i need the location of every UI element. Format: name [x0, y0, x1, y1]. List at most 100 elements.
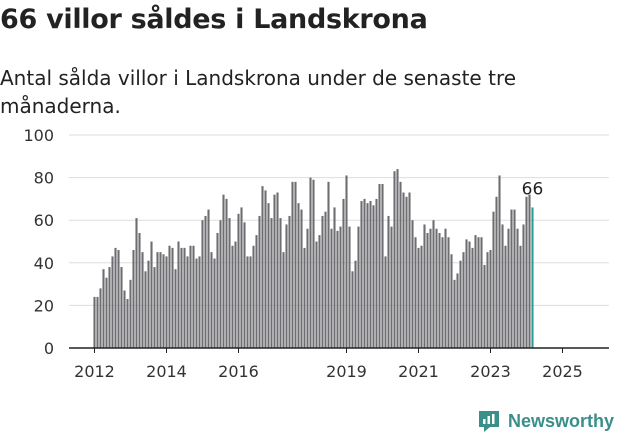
- bar: [291, 181, 294, 348]
- x-axis: 2012 2014 2016 2019 2021 2023 2025: [69, 347, 609, 381]
- bar: [231, 245, 234, 348]
- bar: [348, 226, 351, 348]
- bar: [351, 271, 354, 348]
- bar: [528, 194, 531, 348]
- bar: [96, 296, 99, 348]
- bar: [339, 226, 342, 348]
- bar: [204, 215, 207, 348]
- x-tick-label: 2023: [470, 362, 511, 381]
- bar: [435, 228, 438, 348]
- bar: [441, 237, 444, 348]
- bar: [408, 192, 411, 348]
- bar: [234, 241, 237, 348]
- newsworthy-logo-icon: [479, 411, 499, 432]
- bar: [246, 256, 249, 348]
- bar: [141, 252, 144, 348]
- bar: [345, 175, 348, 348]
- bar: [177, 241, 180, 348]
- bar: [249, 256, 252, 348]
- bar: [237, 213, 240, 348]
- bar: [123, 290, 126, 348]
- bar: [324, 211, 327, 348]
- bar: [525, 196, 528, 348]
- bar: [468, 241, 471, 348]
- x-tick-label: 2021: [398, 362, 439, 381]
- bar: [459, 260, 462, 348]
- bar: [294, 181, 297, 348]
- bar: [390, 226, 393, 348]
- bar: [492, 211, 495, 348]
- bar: [495, 196, 498, 348]
- bar: [153, 267, 156, 348]
- bar: [264, 190, 267, 348]
- bar: [402, 192, 405, 348]
- bar: [270, 218, 273, 348]
- bar: [192, 245, 195, 348]
- bar: [333, 207, 336, 348]
- bar: [312, 179, 315, 348]
- bar: [102, 269, 105, 348]
- chart-subtitle: Antal sålda villor i Landskrona under de…: [0, 66, 517, 118]
- bar: [252, 245, 255, 348]
- bar: [186, 256, 189, 348]
- bar: [219, 220, 222, 348]
- bar: [288, 215, 291, 348]
- bar: [522, 224, 525, 348]
- bar: [297, 203, 300, 348]
- bar: [327, 181, 330, 348]
- y-tick-label: 20: [34, 296, 54, 315]
- y-tick-label: 80: [34, 169, 54, 188]
- bar: [306, 228, 309, 348]
- bar: [507, 228, 510, 348]
- bar: [411, 220, 414, 348]
- bar: [318, 235, 321, 348]
- bar: [168, 245, 171, 348]
- bar: [378, 183, 381, 348]
- bar: [393, 171, 396, 348]
- bar: [417, 247, 420, 348]
- bar: [114, 247, 117, 348]
- bar: [273, 194, 276, 348]
- bar: [477, 237, 480, 348]
- bar: [261, 186, 264, 348]
- bar: [510, 209, 513, 348]
- bar: [519, 245, 522, 348]
- bar: [423, 224, 426, 348]
- bar: [387, 215, 390, 348]
- bar: [129, 279, 132, 348]
- bar: [156, 252, 159, 348]
- bar: [213, 258, 216, 348]
- bar: [426, 232, 429, 348]
- bar: [516, 228, 519, 348]
- bar: [132, 250, 135, 348]
- bar: [354, 260, 357, 348]
- bar: [144, 271, 147, 348]
- bar: [321, 215, 324, 348]
- bar: [447, 237, 450, 348]
- bars: [93, 169, 534, 348]
- y-axis-ticks: 0 20 40 60 80 100: [23, 126, 54, 358]
- bar: [282, 252, 285, 348]
- y-tick-label: 100: [23, 126, 54, 145]
- bar: [384, 256, 387, 348]
- bar: [135, 218, 138, 348]
- bar: [450, 254, 453, 348]
- bar: [300, 209, 303, 348]
- bar: [357, 226, 360, 348]
- bar: [180, 247, 183, 348]
- bar: [243, 222, 246, 348]
- bar-highlight: [531, 207, 534, 348]
- bar: [501, 224, 504, 348]
- bar: [405, 196, 408, 348]
- bar: [117, 250, 120, 348]
- bar: [201, 220, 204, 348]
- bar: [420, 245, 423, 348]
- bar: [228, 218, 231, 348]
- bar: [111, 256, 114, 348]
- bar: [498, 175, 501, 348]
- bar: [189, 245, 192, 348]
- bar: [225, 198, 228, 348]
- bar: [276, 192, 279, 348]
- bar: [285, 224, 288, 348]
- highlight-value-label: 66: [522, 179, 544, 199]
